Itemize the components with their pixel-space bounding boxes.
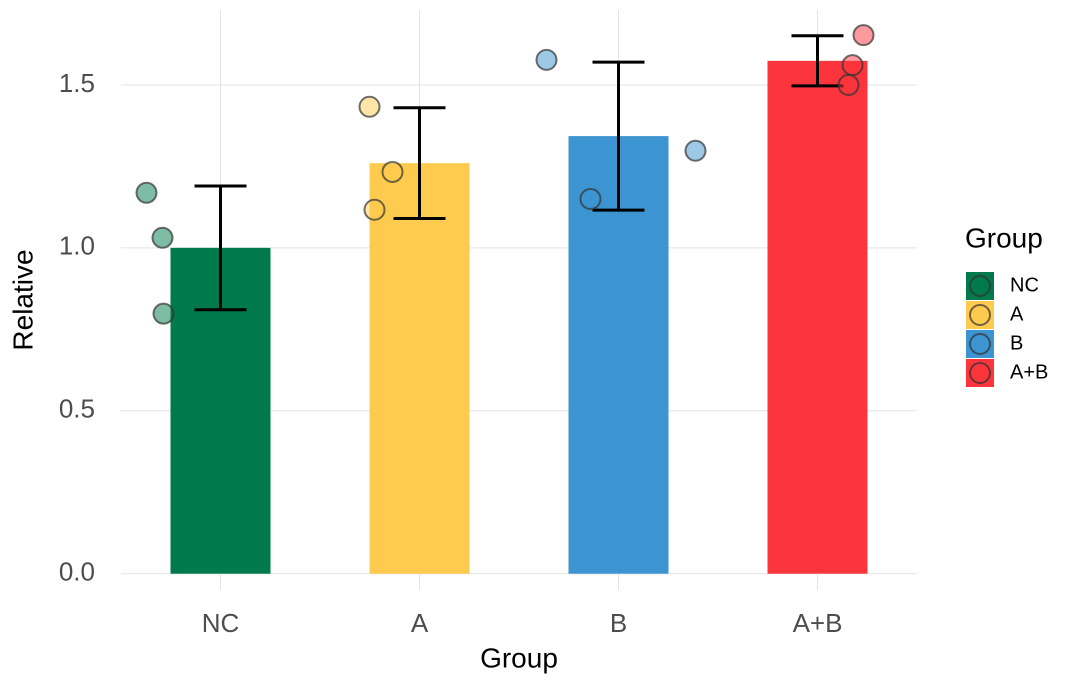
error-bar — [194, 184, 247, 312]
data-point — [151, 226, 174, 249]
data-point — [135, 181, 158, 204]
x-tick-label: A+B — [793, 608, 843, 638]
y-tick-label: 0.0 — [59, 557, 95, 587]
error-bar — [393, 106, 446, 221]
legend-point — [969, 333, 991, 355]
data-point — [684, 139, 707, 162]
legend-point — [969, 304, 991, 326]
x-tick-label: A — [411, 608, 429, 638]
data-point — [535, 48, 558, 71]
bar — [369, 163, 470, 574]
x-tick-label: B — [610, 608, 627, 638]
y-tick-label: 1.5 — [59, 68, 95, 98]
error-bar — [791, 34, 844, 88]
data-point — [152, 302, 175, 325]
legend-point — [969, 362, 991, 384]
x-axis-title: Group — [480, 642, 558, 673]
data-point — [837, 73, 860, 96]
legend-label: A+B — [1010, 361, 1048, 383]
y-tick-label: 1.0 — [59, 231, 95, 261]
legend-label: A — [1010, 303, 1024, 325]
data-point — [852, 24, 875, 47]
data-point — [841, 54, 864, 77]
data-point — [358, 95, 381, 118]
y-axis-title: Relative — [7, 249, 38, 350]
data-point — [579, 187, 602, 210]
legend-label: NC — [1010, 274, 1039, 296]
y-tick-label: 0.5 — [59, 394, 95, 424]
error-bar — [592, 60, 645, 212]
legend-point — [969, 275, 991, 297]
x-tick-label: NC — [202, 608, 240, 638]
legend-title: Group — [965, 222, 1043, 253]
legend-label: B — [1010, 332, 1023, 354]
data-point — [381, 160, 404, 183]
bar — [767, 60, 868, 574]
data-point — [363, 198, 386, 221]
